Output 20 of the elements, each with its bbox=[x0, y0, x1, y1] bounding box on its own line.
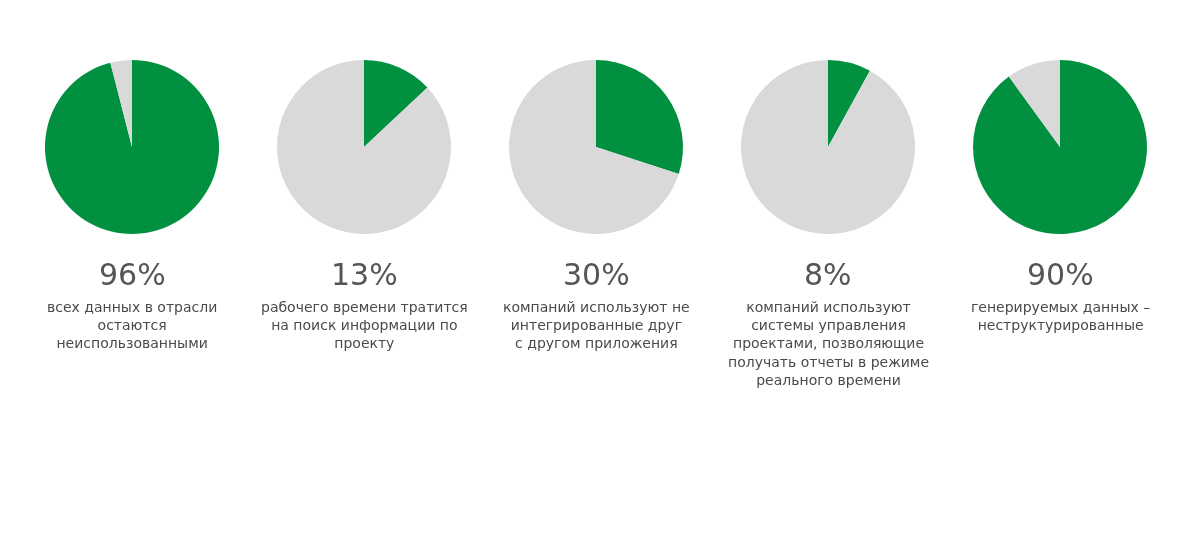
pie-slice bbox=[364, 60, 428, 147]
pie-slice bbox=[45, 60, 219, 234]
pie-slice bbox=[110, 60, 132, 147]
pie-slice bbox=[596, 60, 683, 174]
text: 90% bbox=[1027, 257, 1094, 292]
text: 30% bbox=[563, 257, 630, 292]
text: генерируемых данных – неструктурированные bbox=[971, 299, 1151, 334]
text: 13% bbox=[331, 257, 398, 292]
pie-slice bbox=[973, 60, 1147, 234]
pie-slice bbox=[509, 60, 679, 234]
pie-slice bbox=[1008, 60, 1060, 147]
text: 8% bbox=[804, 257, 852, 292]
text: компаний используют системы управления проектами, позволяющие получать отчеты в режиме реального времени bbox=[728, 299, 930, 388]
pie-slice bbox=[741, 60, 915, 234]
text: 96% bbox=[99, 257, 166, 292]
text: рабочего времени тратится на поиск информации по проекту bbox=[261, 299, 468, 352]
pie-slice bbox=[277, 60, 451, 234]
text: всех данных в отрасли остаются неиспользованными bbox=[47, 299, 218, 352]
pie-slice bbox=[828, 60, 870, 147]
text: компаний используют не интегрированные друг с другом приложения bbox=[503, 299, 690, 352]
